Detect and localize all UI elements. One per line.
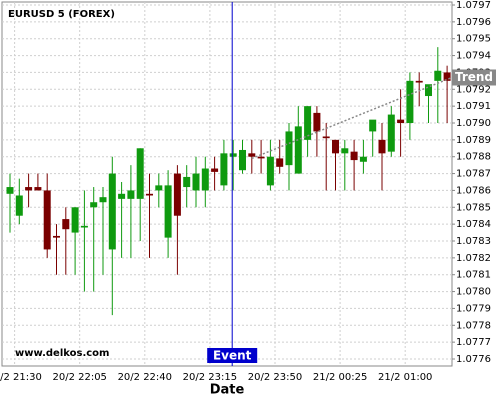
y-tick-label: 1.0788 [456, 152, 491, 163]
candle-body [155, 185, 163, 191]
candle-body [90, 202, 98, 208]
candle-body [350, 151, 358, 161]
candle-body [304, 106, 312, 140]
event-box [207, 348, 258, 363]
candle-body [248, 153, 256, 157]
candle-body [146, 193, 153, 196]
watermark: www.delkos.com [15, 348, 109, 359]
candle-body [43, 190, 51, 250]
candle-body [211, 168, 219, 172]
y-tick-label: 1.0791 [456, 101, 491, 112]
candle-body [415, 80, 423, 83]
candle-body [201, 168, 209, 191]
y-tick-label: 1.0786 [456, 185, 491, 196]
plot-frame [1, 1, 453, 367]
y-tick-label: 1.0787 [456, 169, 491, 180]
y-tick-label: 1.0781 [456, 270, 491, 281]
x-tick-label: 20/2 22:05 [52, 372, 106, 383]
candle-body [257, 156, 265, 159]
y-tick-label: 1.0795 [456, 34, 491, 45]
candle-body [25, 187, 33, 191]
y-tick-label: 1.0792 [456, 84, 491, 95]
candle-body [183, 176, 191, 188]
candle-body [266, 156, 274, 186]
candle-body [313, 112, 321, 132]
x-tick-label: 20/2 22:40 [118, 372, 172, 383]
candle-body [118, 193, 126, 199]
candle-body [80, 225, 88, 228]
candle-body [53, 235, 60, 238]
x-axis-label: Date [210, 383, 245, 398]
candle-body [434, 70, 442, 81]
candle-body [322, 136, 330, 139]
x-tick-label: 20/2 23:50 [248, 372, 302, 383]
y-tick-label: 1.0790 [456, 118, 491, 129]
y-tick-label: 1.0776 [456, 354, 491, 365]
trend-label: Trend [455, 70, 493, 84]
candle-body [397, 119, 405, 123]
candle-body [285, 131, 293, 166]
candle-body [443, 72, 451, 81]
y-tick-label: 1.0789 [456, 135, 491, 146]
candle-body [127, 190, 135, 199]
candle-body [369, 119, 377, 132]
trend-box [452, 69, 496, 86]
y-tick-label: 1.0782 [456, 253, 491, 264]
candle-body [425, 84, 432, 97]
candle-body [108, 173, 116, 250]
candle-body [136, 148, 144, 199]
y-tick-label: 1.0780 [456, 287, 491, 298]
y-tick-label: 1.0794 [456, 51, 491, 62]
candle-body [34, 187, 42, 191]
candle-body [378, 139, 386, 154]
y-tick-label: 1.0796 [456, 17, 491, 28]
candle-body [15, 195, 23, 216]
x-tick-label: 21/2 01:00 [378, 372, 432, 383]
y-tick-label: 1.0785 [456, 202, 491, 213]
candle-body [387, 114, 395, 152]
candle-body [220, 153, 228, 186]
x-tick-label: 20/2 23:15 [183, 372, 237, 383]
candle-body [6, 187, 14, 194]
candle-body [239, 149, 246, 171]
chart-title: EURUSD 5 (FOREX) [8, 9, 115, 20]
y-tick-label: 1.0777 [456, 337, 491, 348]
x-tick-label: 20/2 21:30 [0, 372, 42, 383]
candle-body [294, 126, 302, 174]
candle-body [332, 139, 339, 154]
candle-body [359, 156, 367, 162]
x-tick-label: 21/2 00:25 [313, 372, 367, 383]
candle-body [71, 207, 79, 233]
candle-body [276, 158, 284, 167]
y-tick-label: 1.0797 [456, 0, 491, 11]
candle-body [406, 80, 414, 123]
y-tick-label: 1.0784 [456, 219, 491, 230]
y-tick-label: 1.0779 [456, 303, 491, 314]
candle-body [229, 153, 237, 157]
candle-body [164, 185, 172, 238]
candle-body [192, 173, 200, 191]
candle-body [173, 173, 181, 216]
candle-body [99, 197, 107, 203]
candle-body [341, 148, 349, 154]
candle-body [62, 219, 70, 230]
event-label: Event [213, 349, 252, 363]
y-tick-label: 1.0778 [456, 320, 491, 331]
y-tick-label: 1.0783 [456, 236, 491, 247]
